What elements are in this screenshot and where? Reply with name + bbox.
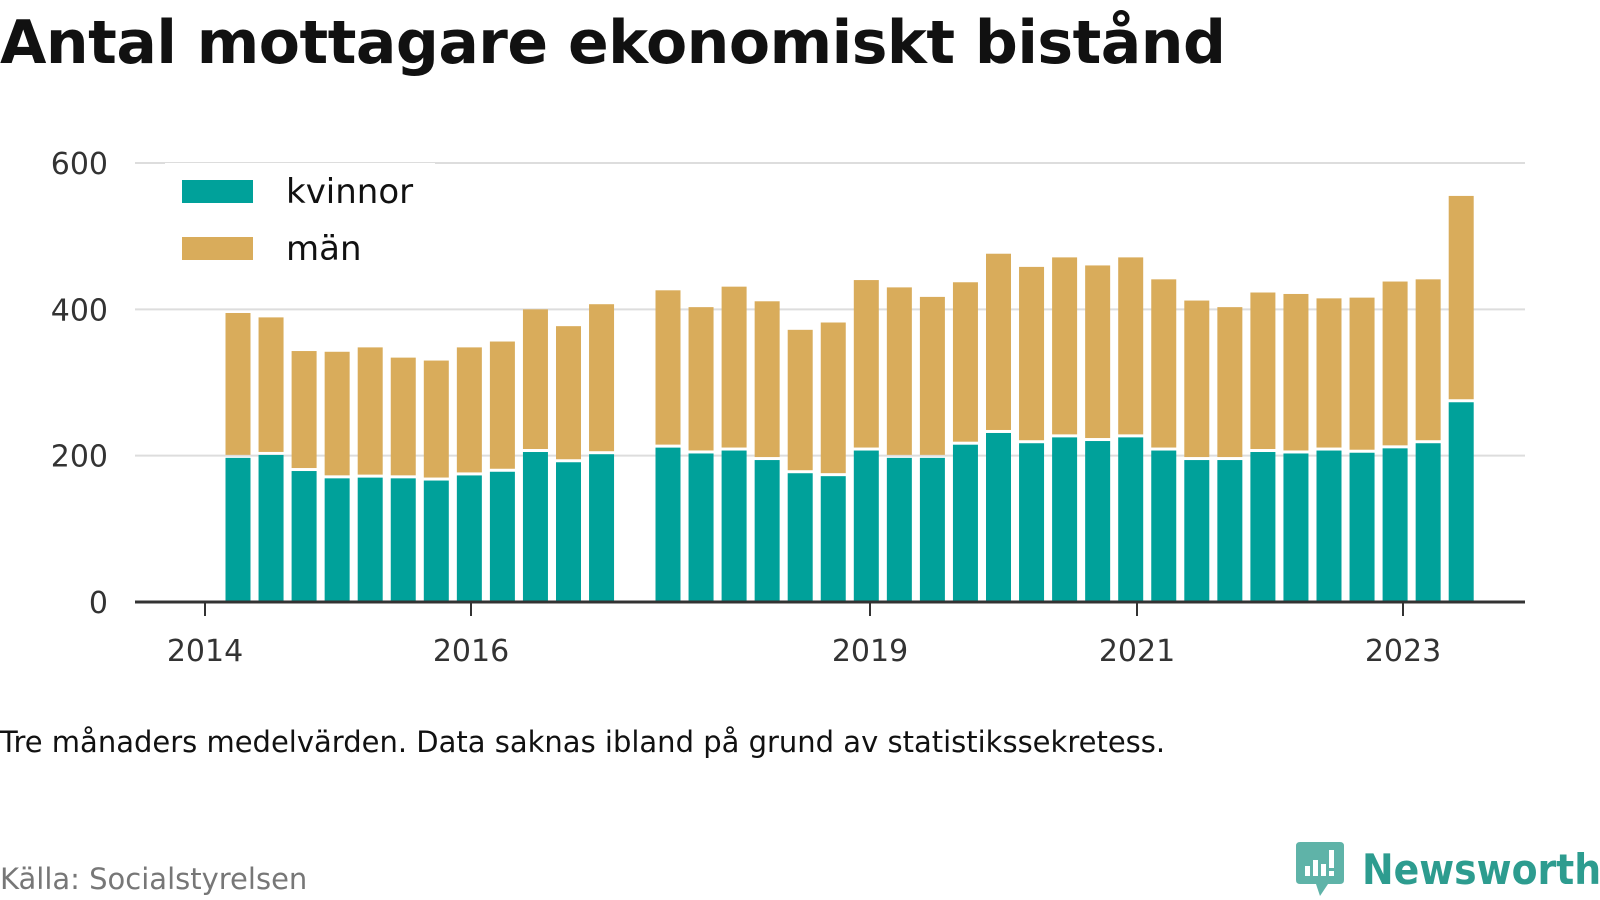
bar-man: [1151, 279, 1177, 448]
x-tick-label: 2021: [1099, 634, 1175, 669]
y-tick-labels: 0 200 400 600: [51, 147, 108, 621]
bar-kvinnor: [390, 478, 416, 602]
bar-man: [489, 341, 515, 469]
bar-kvinnor: [1283, 453, 1309, 602]
y-tick-label: 400: [51, 293, 108, 328]
bar-man: [357, 347, 383, 475]
bar-kvinnor: [688, 453, 714, 602]
bar-kvinnor: [489, 471, 515, 602]
bar-man: [1052, 257, 1078, 435]
x-tick-label: 2016: [433, 634, 509, 669]
bar-man: [986, 253, 1011, 430]
bar-kvinnor: [787, 473, 813, 602]
bar-man: [1415, 279, 1441, 441]
bar-kvinnor: [324, 478, 350, 602]
bar-man: [225, 312, 251, 455]
bars: [225, 195, 1474, 602]
bar-man: [390, 357, 416, 476]
bar-man: [1349, 297, 1375, 450]
bar-man: [324, 351, 350, 476]
y-tick-label: 600: [51, 147, 108, 182]
bar-kvinnor: [225, 457, 251, 602]
bar-kvinnor: [853, 450, 879, 602]
bar-man: [1250, 292, 1276, 450]
bar-kvinnor: [721, 450, 747, 602]
bar-kvinnor: [1448, 402, 1474, 602]
bar-kvinnor: [423, 480, 449, 602]
bar-kvinnor: [655, 447, 681, 602]
y-tick-label: 200: [51, 440, 108, 475]
bar-kvinnor: [1250, 452, 1276, 602]
bar-man: [1019, 266, 1045, 441]
bar-man: [1217, 307, 1243, 458]
newsworthy-logo-icon: [1296, 842, 1344, 896]
bar-kvinnor: [556, 462, 581, 602]
bar-man: [688, 307, 714, 451]
bar-kvinnor: [357, 477, 383, 602]
bar-kvinnor: [1118, 437, 1144, 602]
bar-kvinnor: [986, 432, 1011, 602]
bar-man: [721, 286, 747, 448]
legend-swatch: [182, 237, 253, 260]
x-tick-label: 2023: [1365, 634, 1441, 669]
bar-man: [655, 290, 681, 445]
bar-man: [754, 301, 780, 458]
bar-kvinnor: [291, 471, 317, 602]
bar-man: [886, 287, 912, 455]
bar-kvinnor: [1217, 460, 1243, 602]
bar-kvinnor: [1151, 450, 1177, 602]
bar-kvinnor: [952, 444, 978, 602]
bar-kvinnor: [820, 476, 846, 602]
bar-man: [258, 317, 284, 452]
bar-kvinnor: [1316, 450, 1342, 602]
bar-man: [291, 351, 317, 469]
bar-man: [1283, 293, 1309, 451]
bar-man: [522, 309, 548, 450]
bar-kvinnor: [258, 454, 284, 602]
bar-kvinnor: [1349, 452, 1375, 602]
legend-swatch: [182, 180, 253, 203]
bar-man: [456, 347, 482, 473]
bar-man: [1184, 300, 1210, 458]
legend-label: män: [286, 229, 362, 269]
brand-name: Newsworthy: [1362, 845, 1600, 894]
bar-man: [1316, 298, 1342, 448]
bar-man: [1382, 281, 1408, 446]
bar-man: [787, 329, 813, 471]
chart-note: Tre månaders medelvärden. Data saknas ib…: [0, 725, 1166, 759]
bar-kvinnor: [1382, 448, 1408, 602]
bar-man: [919, 296, 945, 455]
bar-man: [952, 282, 978, 442]
source-credit: Källa: Socialstyrelsen: [0, 862, 308, 896]
bar-man: [1448, 195, 1474, 400]
bar-kvinnor: [1019, 443, 1045, 602]
bar-kvinnor: [1184, 460, 1210, 602]
legend: kvinnor män: [165, 163, 435, 283]
bar-kvinnor: [1085, 441, 1111, 602]
bar-kvinnor: [919, 457, 945, 602]
y-tick-label: 0: [89, 586, 108, 621]
bar-kvinnor: [589, 454, 615, 602]
bar-man: [1085, 265, 1111, 439]
x-tick-label: 2019: [832, 634, 908, 669]
bar-man: [1118, 257, 1144, 435]
bar-man: [853, 280, 879, 448]
bar-kvinnor: [1052, 437, 1078, 602]
bar-kvinnor: [1415, 443, 1441, 602]
bar-man: [423, 360, 449, 478]
legend-label: kvinnor: [286, 172, 413, 212]
bar-kvinnor: [754, 460, 780, 602]
bar-man: [589, 304, 615, 452]
bar-kvinnor: [886, 457, 912, 602]
bar-kvinnor: [522, 452, 548, 602]
bar-kvinnor: [456, 475, 482, 602]
bar-man: [820, 322, 846, 474]
chart-title: Antal mottagare ekonomiskt bistånd: [0, 8, 1226, 78]
x-tick-label: 2014: [167, 634, 243, 669]
x-axis: 2014 2016 2019 2021 2023: [135, 600, 1525, 669]
bar-man: [556, 326, 581, 460]
stacked-bar-chart: 0 200 400 600 2014 2016 2019 2021 2023 kvinnor m…: [51, 147, 1525, 669]
